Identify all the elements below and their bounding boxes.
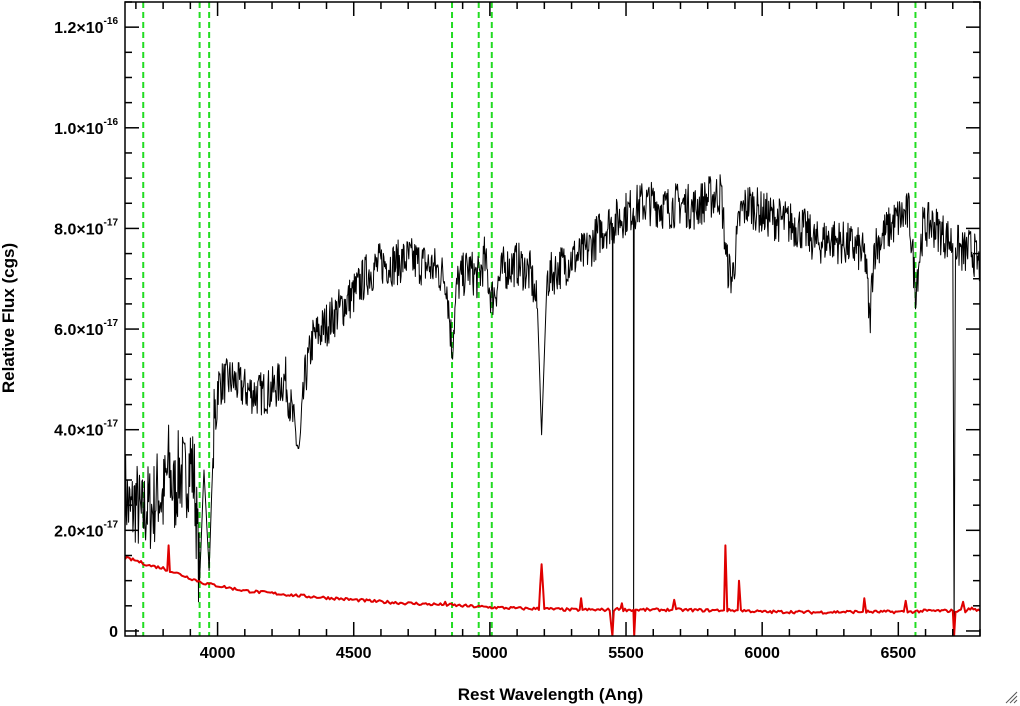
spectrum-series [125,174,980,636]
y-tick-exponent: -17 [104,217,119,228]
y-tick-label-5: 1.0×10-16 [54,117,118,138]
resize-grip-icon[interactable] [1004,690,1018,704]
series-line-1 [125,544,980,636]
x-tick-label-5500: 5500 [608,645,644,662]
y-tick-exponent: -16 [104,117,119,128]
y-tick-mantissa: 4.0×10 [54,423,103,440]
y-tick-mantissa: 8.0×10 [54,221,103,238]
y-tick-exponent: -17 [104,318,119,329]
y-tick-mantissa: 6.0×10 [54,322,103,339]
y-tick-mantissa: 2.0×10 [54,523,103,540]
y-tick-label-2: 4.0×10-17 [54,419,118,440]
y-tick-label-6: 1.2×10-16 [54,16,118,37]
y-tick-exponent: -16 [104,16,119,27]
y-tick-mantissa: 1.0×10 [54,121,103,138]
x-tick-label-6000: 6000 [744,645,780,662]
y-tick-exponent: -17 [104,419,119,430]
y-tick-label-1: 2.0×10-17 [54,519,118,540]
x-tick-label-6500: 6500 [881,645,917,662]
y-tick-mantissa: 0 [109,624,118,641]
y-tick-label-0: 0 [109,624,118,641]
x-axis-title: Rest Wavelength (Ang) [458,685,643,704]
emission-line-markers [142,2,917,636]
y-tick-exponent: -17 [104,519,119,530]
plot-frame [124,1,981,637]
y-tick-mantissa: 1.2×10 [54,20,103,37]
x-tick-label-4500: 4500 [336,645,372,662]
y-tick-labels: 02.0×10-174.0×10-176.0×10-178.0×10-171.0… [54,16,118,641]
x-tick-label-4000: 4000 [200,645,236,662]
series-line-0 [125,174,980,632]
x-tick-label-5000: 5000 [472,645,508,662]
y-tick-label-4: 8.0×10-17 [54,217,118,238]
y-tick-label-3: 6.0×10-17 [54,318,118,339]
y-axis-title: Relative Flux (cgs) [0,243,18,393]
x-tick-labels: 4000 4500 5000 5500 6000 6500 [200,645,916,662]
axis-ticks [125,1,981,636]
